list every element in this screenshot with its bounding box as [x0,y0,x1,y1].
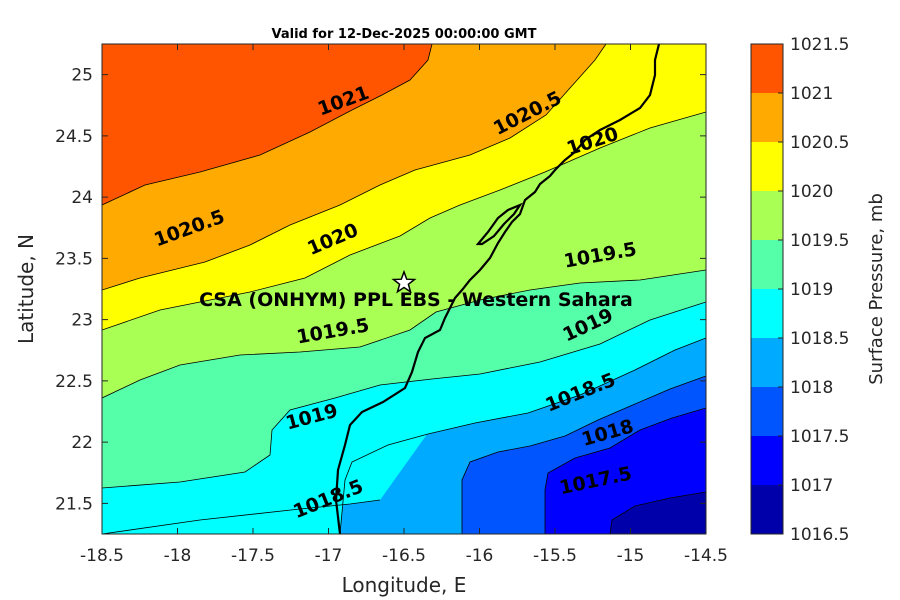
colorbar-tick-label: 1019 [790,280,833,300]
chart-title: Valid for 12-Dec-2025 00:00:00 GMT [272,27,537,42]
colorbar-swatch [751,338,783,387]
x-tick-label: -15.5 [533,546,577,566]
x-tick-label: -18.5 [80,546,124,566]
colorbar-swatch [751,191,783,240]
x-tick-label: -14.5 [684,546,728,566]
y-axis-title: Latitude, N [14,234,38,344]
colorbar-tick-label: 1016.5 [790,525,849,545]
x-tick-label: -17.5 [231,546,275,566]
y-tick-label: 23 [71,311,93,331]
colorbar-tick-label: 1018.5 [790,329,849,349]
colorbar-tick-label: 1017.5 [790,427,849,447]
colorbar-swatch [751,44,783,93]
colorbar-tick-label: 1020.5 [790,133,849,153]
y-tick-label: 24 [71,188,93,208]
colorbar-tick-label: 1019.5 [790,231,849,251]
colorbar-swatch [751,240,783,289]
x-tick-label: -16 [466,546,494,566]
colorbar-swatch [751,485,783,534]
site-label: CSA (ONHYM) PPL EBS - Western Sahara [199,289,633,311]
y-tick-label: 22 [71,433,93,453]
y-tick-label: 23.5 [55,249,93,269]
colorbar-title: Surface Pressure, mb [866,193,887,385]
colorbar-swatch [751,436,783,485]
colorbar-tick-label: 1017 [790,476,833,496]
y-tick-label: 21.5 [55,494,93,514]
colorbar-swatch [751,387,783,436]
y-tick-label: 22.5 [55,372,93,392]
x-tick-label: -17 [315,546,343,566]
colorbar-tick-label: 1020 [790,182,833,202]
x-axis-title: Longitude, E [342,573,467,597]
colorbar-tick-label: 1018 [790,378,833,398]
x-tick-label: -16.5 [382,546,426,566]
colorbar-tick-label: 1021.5 [790,35,849,55]
y-tick-label: 25 [71,66,93,86]
x-tick-label: -15 [617,546,645,566]
colorbar-swatch [751,142,783,191]
colorbar-swatch [751,93,783,142]
x-tick-label: -18 [164,546,192,566]
y-tick-label: 24.5 [55,127,93,147]
colorbar-swatch [751,289,783,338]
colorbar: 1016.5 1017 1017.5 1018 1018.5 1019 1019.5 1020… [751,35,849,545]
colorbar-tick-label: 1021 [790,84,833,104]
